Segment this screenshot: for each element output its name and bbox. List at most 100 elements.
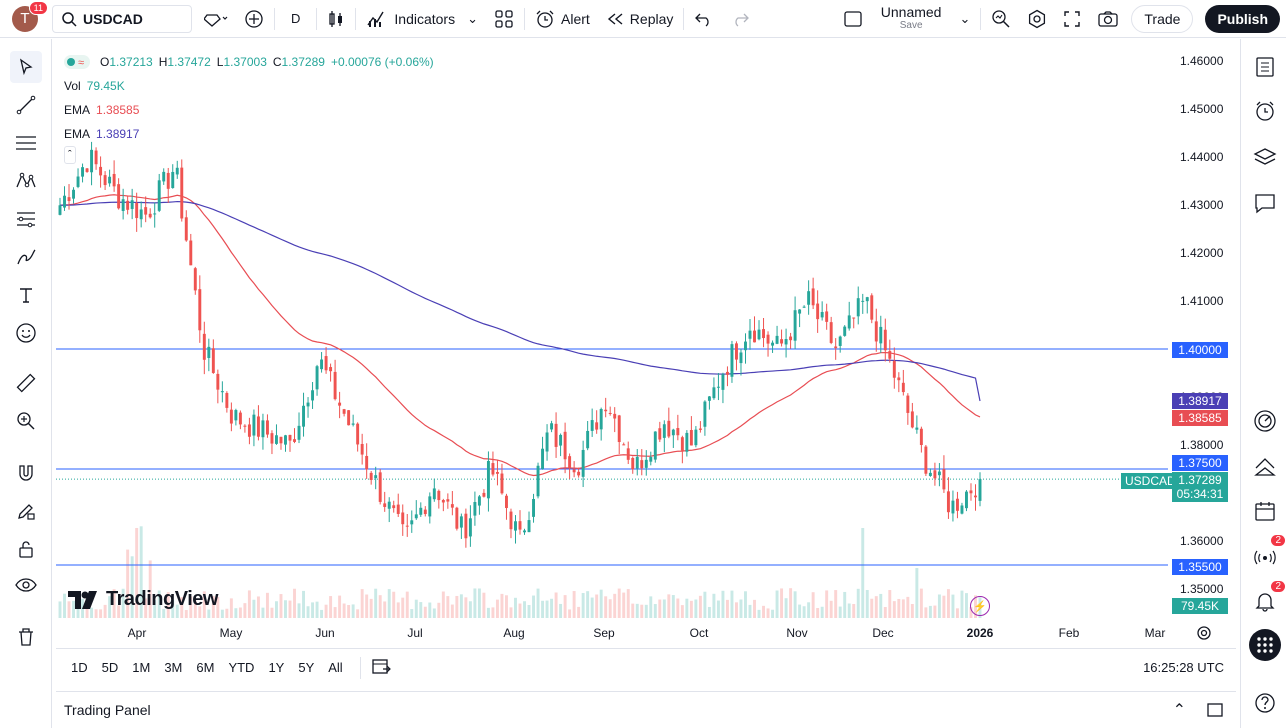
hline-label-1-40[interactable]: 1.40000: [1172, 342, 1228, 358]
calendar-button[interactable]: [1249, 495, 1281, 527]
candle-body: [441, 499, 445, 503]
ema-fast-legend-row[interactable]: EMA 1.38585: [64, 98, 434, 122]
volume-bar: [338, 595, 342, 618]
indicators-button[interactable]: Indicators ⌄: [358, 0, 486, 38]
layouts-button[interactable]: [486, 0, 522, 38]
cursor-tool[interactable]: [10, 51, 42, 83]
volume-bar: [942, 595, 946, 618]
broadcast-icon: [1254, 550, 1276, 565]
trend-line-tool[interactable]: [10, 89, 42, 121]
avatar-letter: T: [20, 10, 30, 27]
range-button-6m[interactable]: 6M: [196, 660, 215, 675]
alerts-button[interactable]: [1249, 95, 1281, 127]
layers-icon: [1253, 148, 1277, 165]
volume-bar: [216, 596, 220, 618]
range-button-ytd[interactable]: YTD: [228, 660, 255, 675]
layout-menu-chevron[interactable]: ⌄: [951, 0, 978, 38]
text-tool[interactable]: [10, 279, 42, 311]
candle-body: [374, 475, 378, 479]
status-indicator[interactable]: ≈: [64, 55, 90, 69]
undo-button[interactable]: [686, 0, 722, 38]
snapshot-button[interactable]: [1089, 0, 1127, 38]
streams-button[interactable]: 2: [1249, 535, 1285, 571]
layout-toggle[interactable]: [835, 0, 871, 38]
candle-body: [302, 405, 305, 427]
volume-bar: [685, 598, 689, 618]
range-button-1d[interactable]: 1D: [71, 660, 88, 675]
hline-label-1-375[interactable]: 1.37500: [1172, 455, 1228, 471]
symbol-search[interactable]: USDCAD: [52, 4, 192, 33]
add-symbol-button[interactable]: [236, 0, 272, 38]
magnifier-chart-icon: [992, 9, 1010, 28]
range-button-all[interactable]: All: [328, 660, 343, 675]
volume-bar: [536, 588, 540, 618]
axis-settings-button[interactable]: [1195, 624, 1213, 645]
interval-button[interactable]: D: [277, 0, 314, 38]
pattern-tool[interactable]: [10, 165, 42, 197]
trade-button[interactable]: Trade: [1131, 4, 1194, 33]
watchlist-button[interactable]: [1249, 51, 1281, 83]
stay-in-drawing-tool[interactable]: [10, 495, 42, 527]
candle-body: [527, 520, 531, 533]
fullscreen-button[interactable]: [1055, 0, 1089, 38]
horizontal-lines-tool[interactable]: [10, 127, 42, 159]
volume-bar: [162, 608, 166, 618]
candle-body: [189, 240, 193, 266]
event-lightning-icon[interactable]: ⚡: [970, 596, 990, 616]
chevron-up-icon[interactable]: ⌃: [1172, 702, 1186, 719]
zoom-tool[interactable]: [10, 405, 42, 437]
lock-tool[interactable]: [10, 533, 42, 565]
user-avatar[interactable]: T 11: [12, 0, 48, 32]
help-button[interactable]: [1249, 687, 1281, 719]
volume-bar: [247, 590, 251, 618]
technicals-button[interactable]: [1249, 405, 1281, 437]
maximize-icon[interactable]: [1206, 702, 1224, 718]
forecast-tool[interactable]: [10, 203, 42, 235]
candle-body: [843, 326, 847, 336]
range-button-5d[interactable]: 5D: [101, 660, 119, 675]
volume-bar: [937, 594, 941, 618]
chart-type-button[interactable]: [319, 0, 353, 38]
clock[interactable]: 16:25:28 UTC: [1143, 660, 1224, 675]
brush-tool[interactable]: [10, 241, 42, 273]
time-tick-label: Apr: [128, 626, 147, 640]
volume-bar: [491, 607, 495, 618]
alert-button[interactable]: Alert: [527, 0, 598, 38]
notifications-button[interactable]: 2: [1249, 581, 1285, 617]
volume-legend-row[interactable]: Vol 79.45K: [64, 74, 434, 98]
candle-body: [897, 377, 901, 381]
hline-label-1-355[interactable]: 1.35500: [1172, 559, 1228, 575]
ema-slow-legend-row[interactable]: EMA 1.38917: [64, 122, 434, 146]
redo-button[interactable]: [722, 0, 758, 38]
magnet-tool[interactable]: [10, 457, 42, 489]
remove-drawings-tool[interactable]: [10, 621, 42, 653]
trading-panel-title[interactable]: Trading Panel: [64, 702, 151, 718]
candle-body: [234, 410, 238, 421]
range-button-5y[interactable]: 5Y: [298, 660, 315, 675]
ideas-button[interactable]: [1249, 451, 1281, 483]
redo-icon: [735, 13, 750, 27]
publish-button[interactable]: Publish: [1205, 4, 1280, 33]
volume-bar: [90, 607, 94, 618]
range-button-1m[interactable]: 1M: [132, 660, 151, 675]
goto-date-button[interactable]: [371, 657, 391, 678]
compare-button[interactable]: [196, 0, 236, 38]
products-menu-button[interactable]: [1249, 629, 1281, 661]
emoji-tool[interactable]: [10, 317, 42, 349]
ema-slow-line: [59, 200, 981, 402]
collapse-legend-button[interactable]: ˆ: [64, 146, 434, 164]
settings-button[interactable]: [1019, 0, 1055, 38]
hide-drawings-tool[interactable]: [10, 569, 42, 601]
chat-button[interactable]: [1249, 187, 1281, 219]
layout-name-button[interactable]: Unnamed Save: [871, 0, 952, 38]
price-chart[interactable]: 1.46000 1.45000 1.44000 1.43000 1.42000 1.410…: [56, 44, 1236, 648]
candle-body: [279, 436, 283, 444]
object-tree-button[interactable]: [1249, 141, 1281, 173]
quick-search-button[interactable]: [983, 0, 1019, 38]
range-button-1y[interactable]: 1Y: [268, 660, 285, 675]
measure-tool[interactable]: [10, 367, 42, 399]
tradingview-watermark[interactable]: TradingView: [68, 588, 218, 611]
replay-button[interactable]: Replay: [598, 0, 682, 38]
candle-body: [653, 431, 657, 460]
range-button-3m[interactable]: 3M: [164, 660, 183, 675]
